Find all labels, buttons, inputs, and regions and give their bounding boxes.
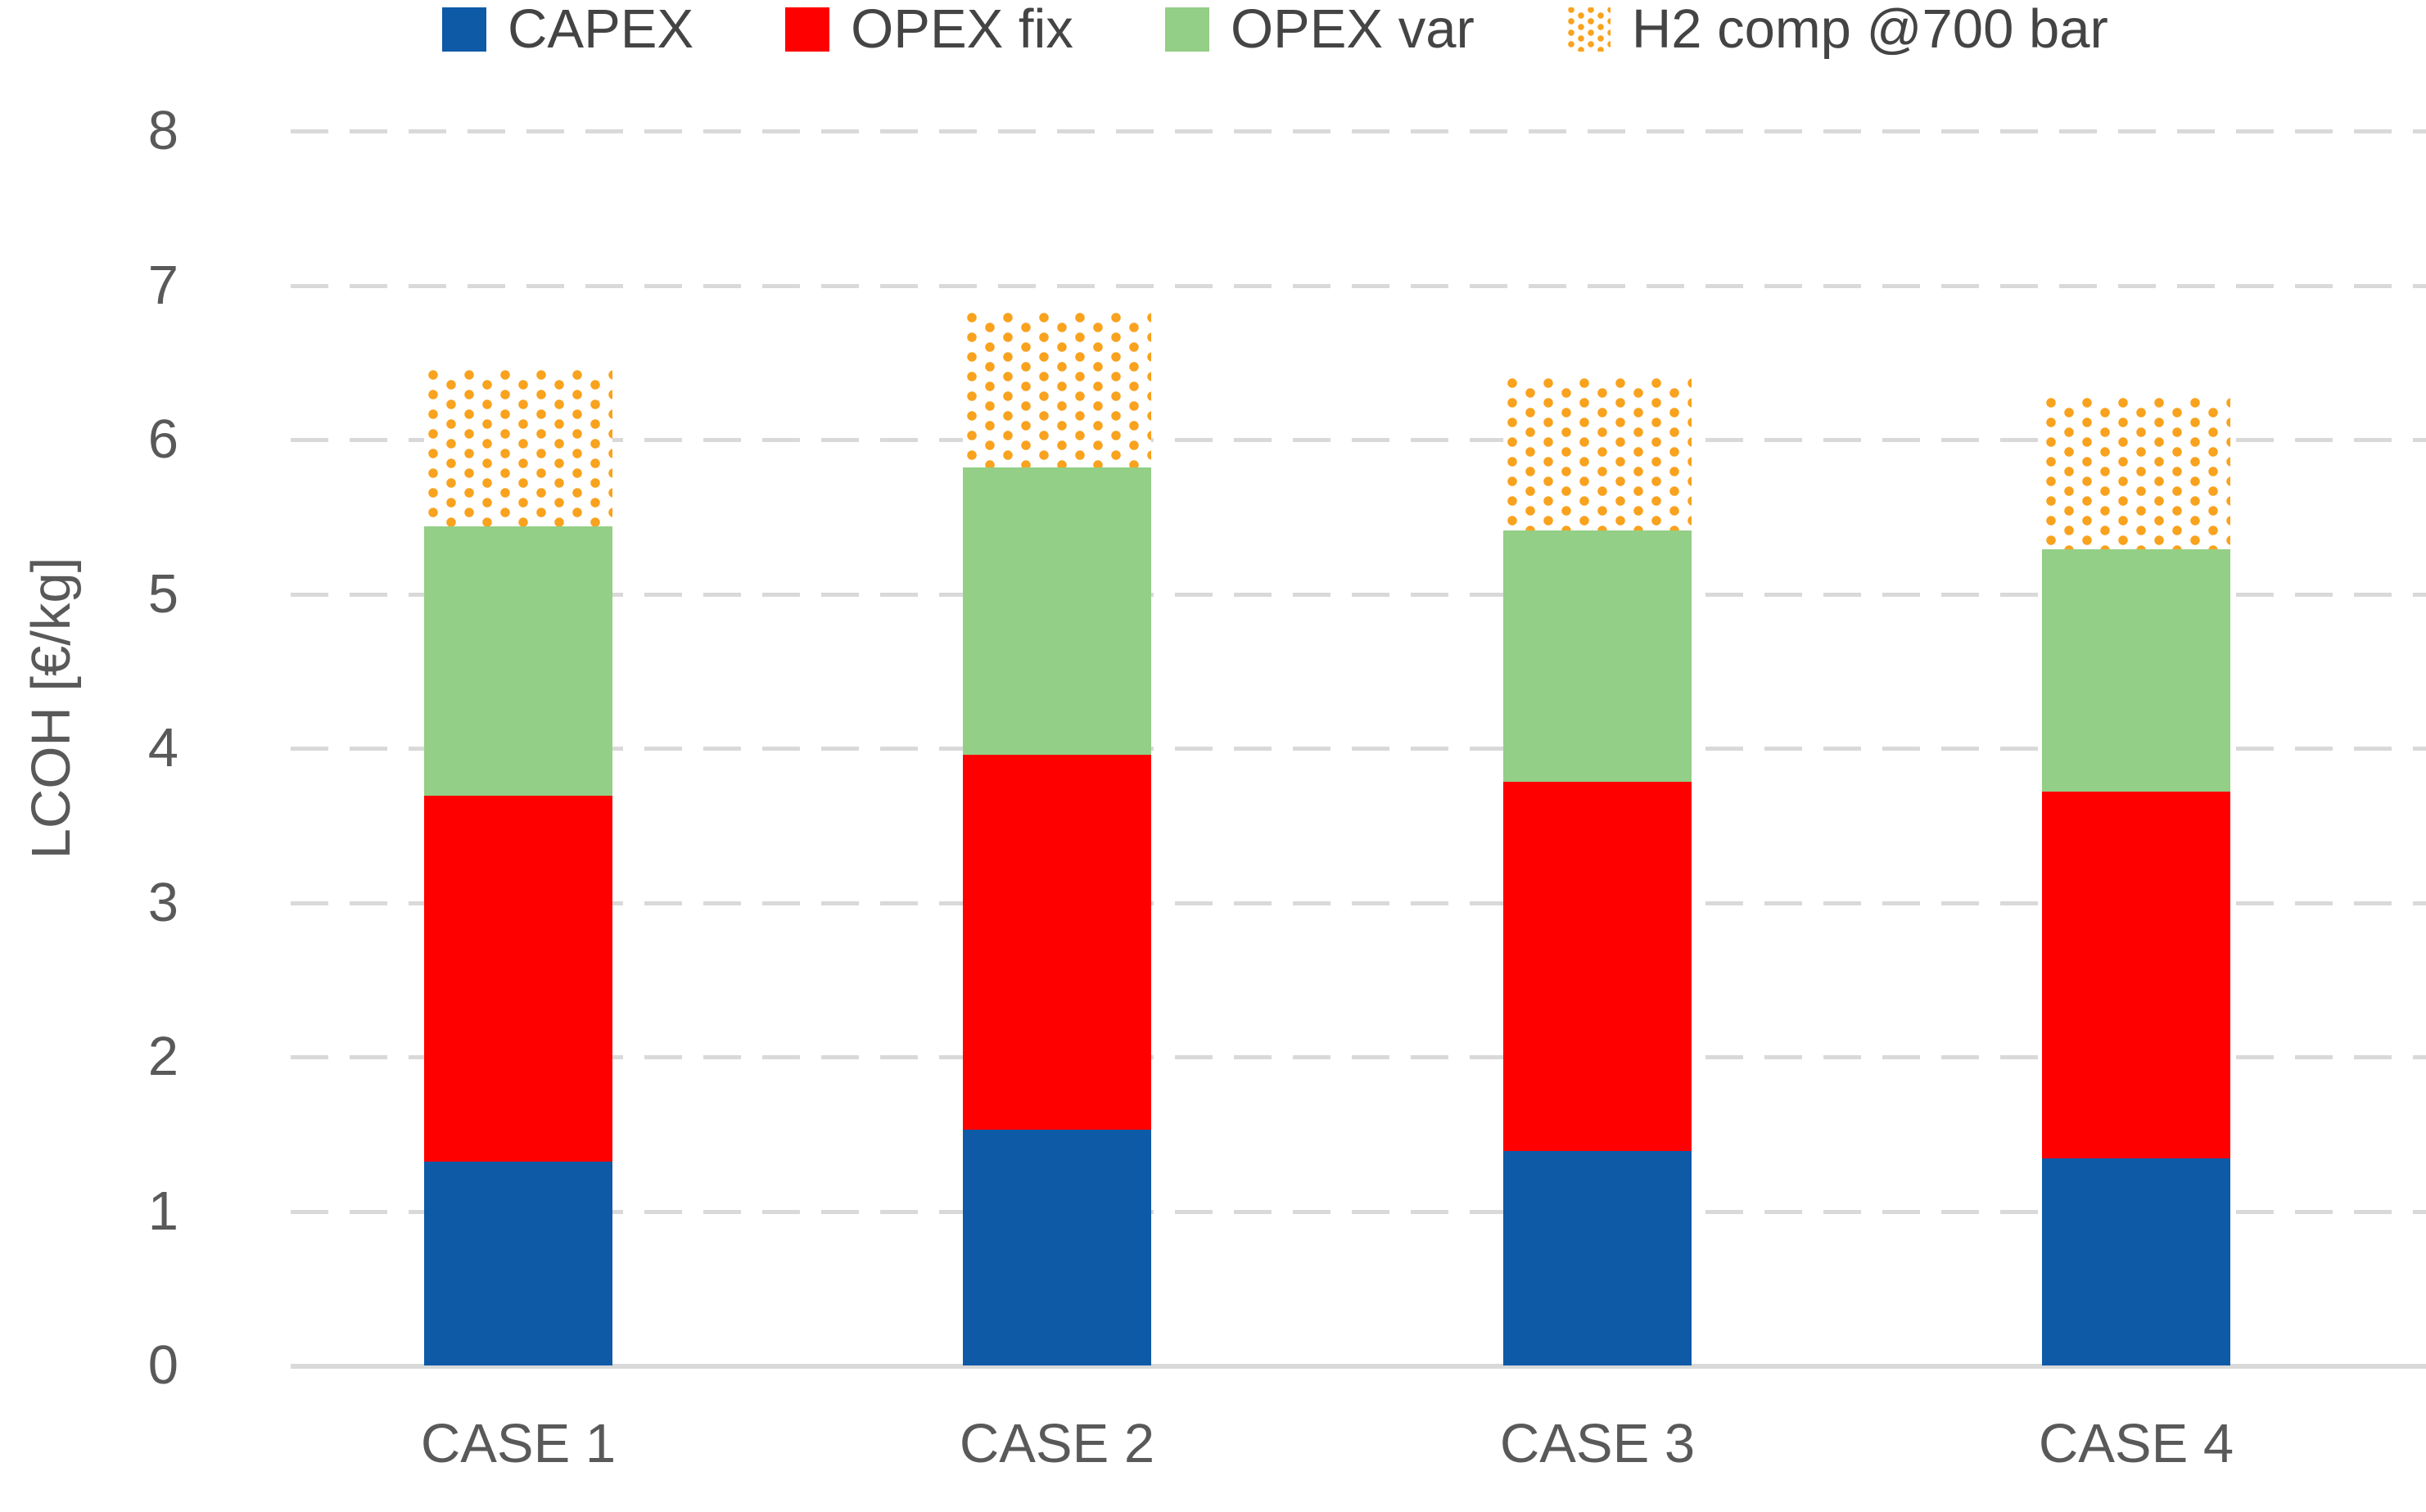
y-tick-label-1: 1 (147, 1180, 178, 1242)
y-tick-label-8: 8 (147, 100, 178, 161)
gridline-3 (291, 900, 2426, 905)
legend-swatch-icon (785, 7, 830, 52)
legend-label: H2 comp @700 bar (1631, 0, 2108, 60)
y-tick-label-3: 3 (147, 871, 178, 933)
y-tick-label-4: 4 (147, 717, 178, 779)
gridline-5 (291, 592, 2426, 597)
legend-item-opex-var: OPEX var (1164, 0, 1475, 60)
bar-segment-case-1-h2-comp-700-bar (424, 370, 612, 526)
bar-segment-case-1-opex-var (424, 526, 612, 797)
x-axis-label-1: CASE 1 (420, 1413, 617, 1474)
legend-item-capex: CAPEX (442, 2, 693, 56)
bar-segment-case-2-opex-fix (963, 754, 1151, 1130)
bar-segment-case-3-opex-var (1503, 530, 1692, 783)
legend-label: OPEX fix (851, 0, 1073, 60)
bar-segment-case-2-h2-comp-700-bar (963, 313, 1151, 467)
legend: CAPEX OPEX fix OPEX var H2 comp @700 bar (442, 2, 2108, 56)
legend-swatch-icon (1164, 7, 1209, 52)
y-tick-label-2: 2 (147, 1026, 178, 1087)
bar-segment-case-4-opex-fix (2042, 791, 2230, 1159)
y-tick-label-0: 0 (147, 1334, 178, 1396)
gridline-4 (291, 747, 2426, 751)
bar-segment-case-2-opex-var (963, 467, 1151, 755)
y-tick-label-5: 5 (147, 562, 178, 625)
y-tick-label-6: 6 (147, 408, 178, 470)
gridline-2 (291, 1055, 2426, 1059)
y-axis-title: LCOH [€/kg] (20, 557, 82, 860)
x-axis-label-2: CASE 2 (959, 1413, 1155, 1474)
bar-segment-case-3-opex-fix (1503, 782, 1692, 1151)
y-tick-label-7: 7 (147, 254, 178, 316)
bar-segment-case-3-capex (1503, 1150, 1692, 1365)
gridline-7 (291, 283, 2426, 288)
bar-segment-case-3-h2-comp-700-bar (1503, 377, 1692, 531)
bar-segment-case-4-capex (2042, 1158, 2230, 1365)
legend-label: CAPEX (508, 0, 694, 60)
legend-label: OPEX var (1230, 0, 1475, 60)
bar-segment-case-2-capex (963, 1129, 1151, 1365)
x-axis-label-4: CASE 4 (2038, 1413, 2234, 1474)
bar-segment-case-1-opex-fix (424, 796, 612, 1162)
bar-segment-case-4-h2-comp-700-bar (2042, 398, 2230, 549)
legend-swatch-icon (442, 7, 486, 52)
legend-swatch-icon (1565, 7, 1611, 52)
bar-segment-case-4-opex-var (2042, 548, 2230, 792)
legend-item-h2-comp-700-bar: H2 comp @700 bar (1565, 0, 2108, 60)
bar-segment-case-1-capex (424, 1162, 612, 1365)
x-axis-line (291, 1364, 2426, 1369)
gridline-1 (291, 1209, 2426, 1214)
gridline-8 (291, 129, 2426, 133)
gridline-6 (291, 438, 2426, 442)
legend-item-opex-fix: OPEX fix (785, 2, 1073, 56)
x-axis-label-3: CASE 3 (1499, 1413, 1696, 1474)
